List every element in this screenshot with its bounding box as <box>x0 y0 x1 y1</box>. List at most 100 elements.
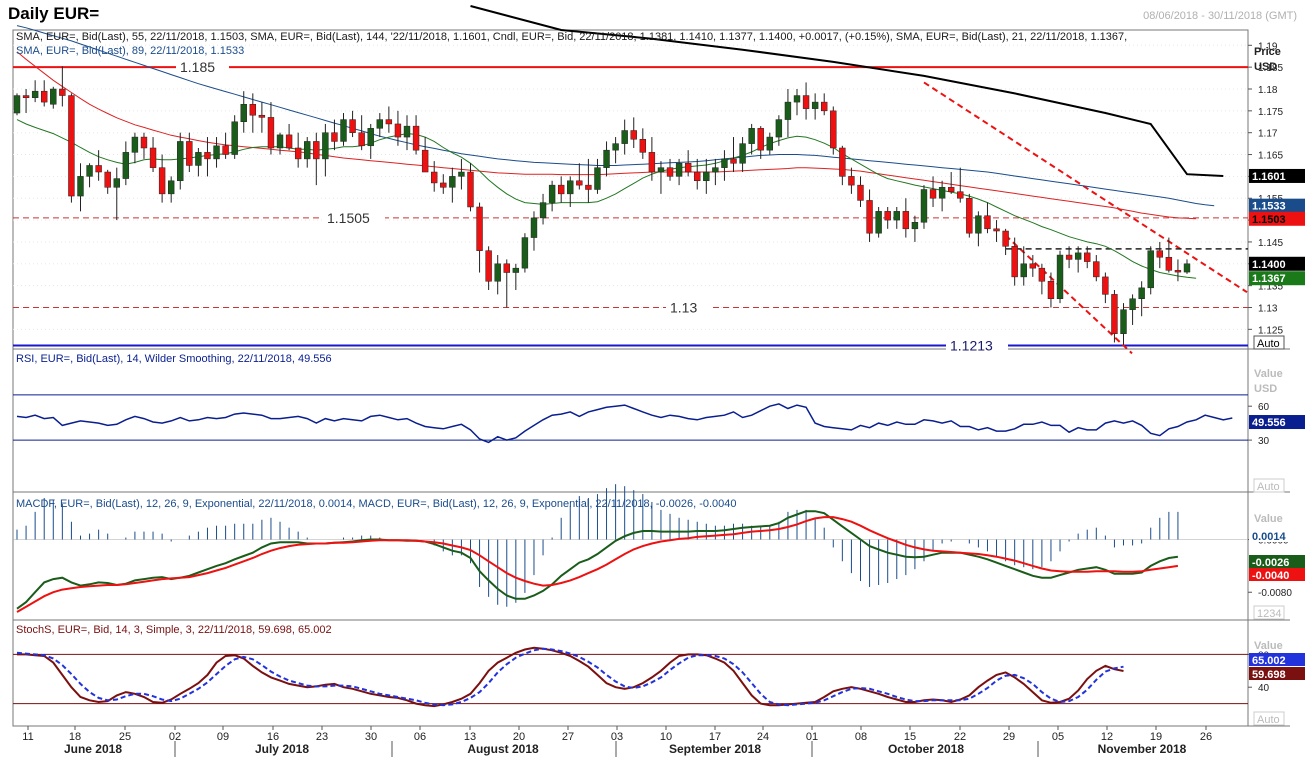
candle-body <box>421 149 429 173</box>
macd-tick-label: -0.0080 <box>1258 588 1292 599</box>
level-label: 1.13 <box>670 299 697 315</box>
candle-body <box>920 189 928 223</box>
candle-body <box>857 184 864 201</box>
x-tick-label: 20 <box>513 731 525 743</box>
candle-body <box>304 141 311 160</box>
x-tick-label: 24 <box>757 731 769 743</box>
candles <box>13 66 1191 345</box>
candle-body <box>957 191 964 199</box>
candle-body <box>539 202 547 219</box>
candle-body <box>385 119 393 125</box>
price-auto-button[interactable]: Auto <box>1253 335 1285 350</box>
candle-body <box>412 125 420 151</box>
price-axis-title: Price <box>1254 46 1281 58</box>
candle-body <box>1093 261 1100 278</box>
candle-body <box>294 147 302 160</box>
candle-body <box>1174 270 1182 273</box>
level-label-bg <box>666 298 710 317</box>
level-label: 1.1505 <box>327 210 370 226</box>
price-tick-label: 1.165 <box>1258 151 1283 162</box>
x-tick-label: 29 <box>1003 731 1015 743</box>
candle-body <box>893 211 900 221</box>
candle-body <box>603 149 610 168</box>
candle-body <box>231 121 238 155</box>
candle-body <box>222 145 229 155</box>
macd-value-label: -0.0040 <box>1252 570 1289 582</box>
candle-body <box>938 187 946 199</box>
candle-body <box>802 95 810 109</box>
stoch-auto-label: Auto <box>1257 714 1280 726</box>
candle-body <box>140 136 148 149</box>
price-panel[interactable]: 1.185 1.1505 1.13 1.1213 1.125 1.13 1.135 1.14… <box>13 5 1305 355</box>
rsi-value-label: 49.556 <box>1252 417 1286 429</box>
candle-body <box>213 145 220 160</box>
price-tick-label: 1.18 <box>1258 85 1278 96</box>
candle-body <box>431 171 438 184</box>
candle-body <box>730 158 737 164</box>
stoch-series-line <box>17 646 1124 708</box>
candle-body <box>240 104 247 123</box>
candle-body <box>784 101 792 120</box>
macd-legend: MACDF, EUR=, Bid(Last), 12, 26, 9, Expon… <box>16 498 737 510</box>
candle-body <box>1138 287 1145 299</box>
candle-body <box>376 119 383 129</box>
rsi-tick-label: 30 <box>1258 436 1270 447</box>
x-tick-label: 17 <box>709 731 721 743</box>
macd-auto-button[interactable]: 1234 <box>1253 605 1285 620</box>
candle-body <box>322 132 329 160</box>
sma144-line <box>470 5 1224 177</box>
candle-body <box>1084 252 1091 262</box>
x-tick-label: 13 <box>464 731 476 743</box>
candle-body <box>467 171 474 208</box>
candle-body <box>648 152 656 173</box>
level-label-bg <box>323 208 385 227</box>
candle-body <box>403 125 411 138</box>
candle-body <box>50 88 57 105</box>
candle-body <box>340 119 347 142</box>
level-label-bg <box>176 58 229 77</box>
candle-body <box>458 171 465 177</box>
x-tick-label: 25 <box>119 731 131 743</box>
candle-body <box>548 184 556 203</box>
candle-body <box>703 171 710 182</box>
rsi-tick-label: 60 <box>1258 402 1270 413</box>
candle-body <box>249 104 257 116</box>
price-tick-label: 1.135 <box>1258 282 1283 293</box>
chart-title: Daily EUR= <box>8 4 100 23</box>
chart-frame <box>12 29 1249 727</box>
candle-body <box>494 263 501 282</box>
price-marker-label: 1.1533 <box>1252 201 1286 213</box>
price-legend-line2: SMA, EUR=, Bid(Last), 89, 22/11/2018, 1.… <box>16 45 244 57</box>
x-tick-label: 05 <box>1052 731 1064 743</box>
candle-body <box>394 123 402 138</box>
rsi-axis-title: Value <box>1254 368 1283 380</box>
x-tick-label: 19 <box>1150 731 1162 743</box>
stoch-value-label: 59.698 <box>1252 669 1286 681</box>
candle-body <box>1020 263 1027 278</box>
price-marker-bg <box>1249 198 1305 213</box>
rsi-auto-button[interactable]: Auto <box>1253 478 1285 493</box>
x-tick-label: 22 <box>954 731 966 743</box>
candle-body <box>748 128 755 144</box>
candle-body <box>1056 254 1064 299</box>
candle-body <box>331 132 338 142</box>
candle-body <box>512 267 520 273</box>
candle-body <box>911 222 919 230</box>
candle-body <box>22 95 30 98</box>
x-tick-label: 18 <box>69 731 81 743</box>
candle-body <box>1156 250 1163 258</box>
stoch-auto-button[interactable]: Auto <box>1253 711 1285 726</box>
candle-body <box>1147 250 1154 289</box>
candle-body <box>757 128 764 151</box>
candle-body <box>984 215 991 230</box>
sma55-line <box>16 51 1197 220</box>
candle-body <box>594 167 601 190</box>
rsi-panel[interactable]: 30 60 49.556 RSI, EUR=, Bid(Last), 14, Wil… <box>13 353 1305 493</box>
price-marker-label: 1.1367 <box>1252 273 1286 285</box>
rsi-value-bg <box>1249 415 1305 430</box>
